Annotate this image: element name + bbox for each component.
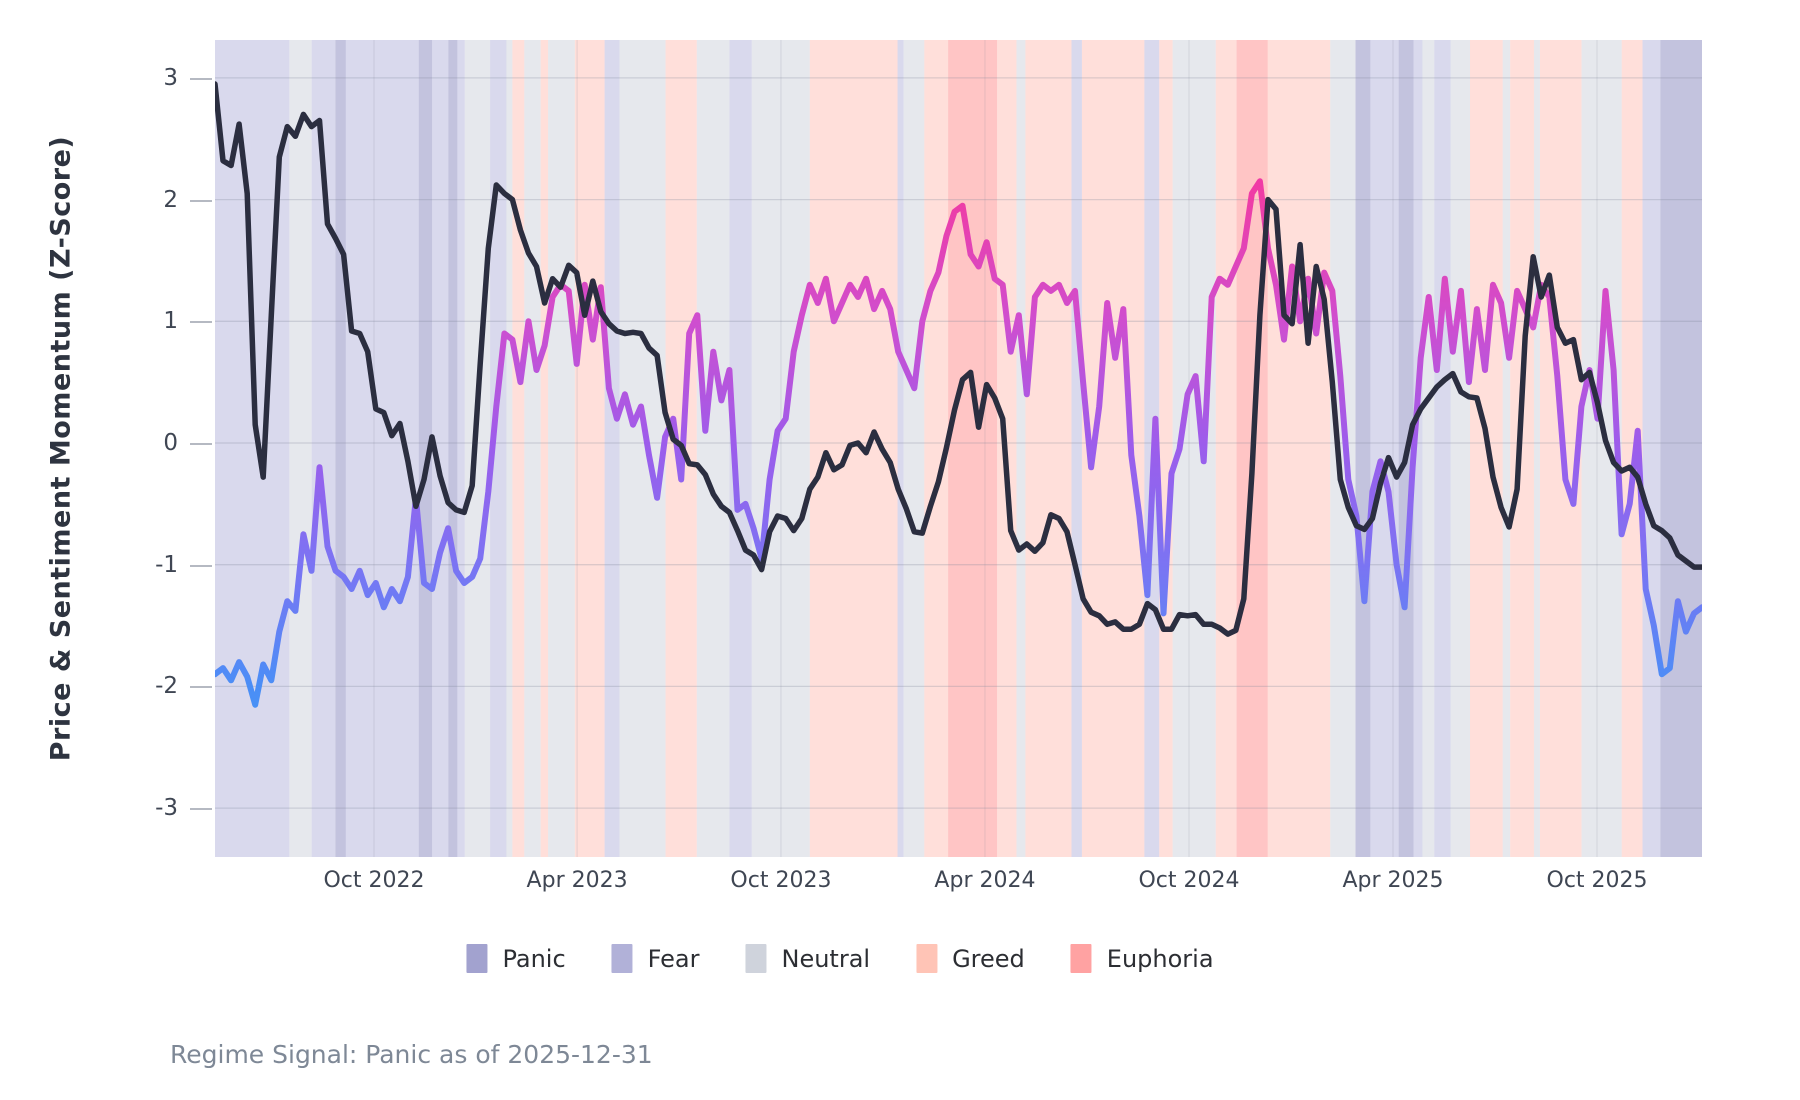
y-tick-label: -2	[155, 673, 178, 700]
regime-band-neutral	[751, 40, 810, 857]
regime-band-fear	[1071, 40, 1082, 857]
y-axis-title: Price & Sentiment Momentum (Z-Score)	[38, 40, 84, 857]
regime-band-neutral	[619, 40, 666, 857]
regime-band-fear	[490, 40, 507, 857]
regime-band-fear	[1370, 40, 1399, 857]
plot-area	[215, 40, 1702, 857]
regime-band-neutral	[1330, 40, 1356, 857]
legend-label: Fear	[647, 944, 700, 973]
y-tick-mark	[190, 199, 212, 202]
regime-band-neutral	[1450, 40, 1471, 857]
regime-band-greed	[512, 40, 525, 857]
regime-band-neutral	[289, 40, 312, 857]
y-tick-mark	[190, 808, 212, 811]
regime-band-neutral	[1422, 40, 1435, 857]
regime-band-neutral	[464, 40, 491, 857]
regime-band-panic	[448, 40, 458, 857]
x-tick-label: Oct 2023	[730, 868, 832, 893]
regime-legend: Panic Fear Neutral Greed Euphoria	[466, 944, 1214, 973]
x-tick-label: Apr 2025	[1342, 868, 1444, 893]
regime-band-fear	[1642, 40, 1661, 857]
y-tick-mark	[190, 321, 212, 324]
regime-band-neutral	[548, 40, 575, 857]
y-tick-mark	[190, 77, 212, 80]
y-tick-label: -3	[155, 795, 178, 822]
regime-band-neutral	[903, 40, 925, 857]
sentiment-line	[215, 178, 1702, 708]
regime-band-panic	[1355, 40, 1371, 857]
regime-band-fear	[457, 40, 465, 857]
regime-band-greed	[1159, 40, 1173, 857]
legend-item-fear: Fear	[611, 944, 700, 973]
regime-band-neutral	[1016, 40, 1026, 857]
regime-band-greed	[1267, 40, 1331, 857]
regime-band-greed	[1510, 40, 1534, 857]
legend-swatch	[611, 944, 633, 973]
legend-item-euphoria: Euphoria	[1070, 944, 1214, 973]
price-line	[215, 81, 1702, 637]
legend-item-neutral: Neutral	[745, 944, 870, 973]
regime-band-neutral	[696, 40, 730, 857]
regime-band-fear	[311, 40, 336, 857]
regime-signal-caption: Regime Signal: Panic as of 2025-12-31	[170, 1040, 653, 1069]
x-tick-label: Oct 2025	[1546, 868, 1648, 893]
y-tick-label: 2	[163, 186, 178, 213]
regime-band-greed	[1215, 40, 1237, 857]
regime-band-fear	[432, 40, 449, 857]
regime-band-greed	[1621, 40, 1643, 857]
y-tick-mark	[190, 686, 212, 689]
y-tick-label: 3	[163, 64, 178, 91]
x-tick-label: Apr 2023	[526, 868, 628, 893]
regime-band-greed	[540, 40, 549, 857]
x-tick-label: Apr 2024	[934, 868, 1036, 893]
y-tick-mark	[190, 443, 212, 445]
regime-band-fear	[729, 40, 752, 857]
legend-swatch	[466, 944, 488, 973]
legend-item-greed: Greed	[916, 944, 1025, 973]
y-tick-label: 1	[163, 308, 178, 335]
regime-band-neutral	[524, 40, 541, 857]
y-tick-label: -1	[155, 551, 178, 578]
regime-band-neutral	[1533, 40, 1540, 857]
x-tick-label: Oct 2024	[1138, 868, 1240, 893]
regime-band-panic	[1660, 40, 1702, 857]
regime-band-euphoria	[948, 40, 998, 857]
legend-label: Euphoria	[1106, 944, 1214, 973]
regime-band-fear	[604, 40, 620, 857]
y-tick-mark	[190, 564, 212, 567]
legend-swatch	[1070, 944, 1092, 973]
x-tick-label: Oct 2022	[323, 868, 425, 893]
regime-band-greed	[1025, 40, 1072, 857]
regime-band-panic	[335, 40, 346, 857]
y-axis-title-text: Price & Sentiment Momentum (Z-Score)	[45, 135, 77, 762]
regime-band-fear	[897, 40, 904, 857]
legend-label: Panic	[502, 944, 566, 973]
legend-swatch	[916, 944, 938, 973]
regime-band-greed	[574, 40, 605, 857]
regime-band-fear	[1413, 40, 1423, 857]
legend-label: Neutral	[781, 944, 871, 973]
legend-item-panic: Panic	[466, 944, 566, 973]
regime-band-panic	[418, 40, 433, 857]
legend-label: Greed	[952, 944, 1025, 973]
regime-band-fear	[1434, 40, 1451, 857]
legend-swatch	[745, 944, 767, 973]
regime-band-neutral	[1502, 40, 1511, 857]
y-tick-label: 0	[163, 430, 178, 456]
regime-band-neutral	[506, 40, 513, 857]
chart-canvas	[215, 40, 1702, 857]
